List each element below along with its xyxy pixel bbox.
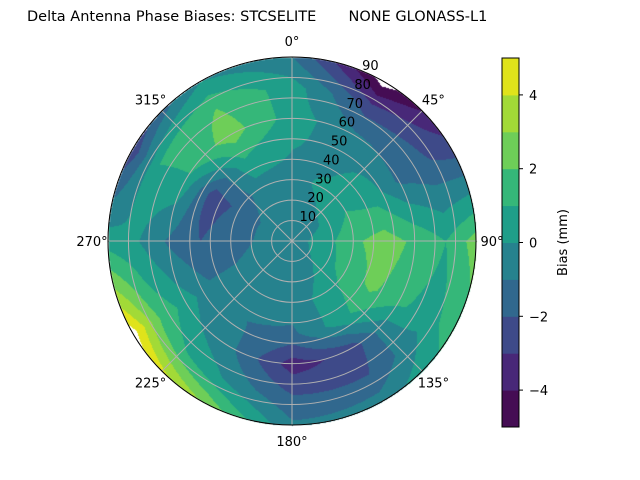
colorbar-band — [502, 242, 519, 280]
radial-tick-label: 90 — [362, 59, 379, 74]
radial-tick-label: 80 — [354, 78, 371, 93]
angular-tick-label: 315° — [135, 94, 166, 109]
colorbar-tick-label: 2 — [529, 163, 537, 178]
radial-gridline — [148, 97, 436, 385]
angular-tick-label: 225° — [135, 376, 166, 391]
radial-tick-label: 50 — [331, 135, 348, 150]
colorbar-label: Bias (mm) — [556, 209, 571, 276]
colorbar-tick-label: 0 — [529, 237, 537, 252]
angular-tick-label: 45° — [422, 94, 445, 109]
radial-gridline — [168, 117, 416, 365]
radial-gridline — [189, 138, 395, 344]
colorbar-band — [502, 168, 519, 207]
colorbar-frame — [501, 57, 520, 428]
angular-tick-label: 0° — [285, 35, 300, 50]
colorbar-tick-label: 4 — [529, 89, 537, 104]
radial-gridline — [127, 76, 457, 406]
radial-gridline — [209, 158, 375, 324]
radial-tick-label: 60 — [339, 116, 356, 131]
angular-tick-label: 270° — [76, 235, 107, 250]
colorbar-band — [502, 390, 519, 428]
angular-tick-label: 90° — [480, 235, 503, 250]
angular-gridline — [161, 240, 293, 372]
colorbar-tick-label: −2 — [529, 310, 548, 325]
colorbar-band — [502, 58, 519, 96]
angular-tick-label: 135° — [418, 376, 449, 391]
colorbar-band — [502, 205, 519, 243]
radial-gridline — [250, 199, 334, 283]
radial-tick-label: 70 — [346, 97, 363, 112]
radial-tick-label: 20 — [307, 191, 324, 206]
radial-gridline — [107, 56, 477, 426]
angular-gridline — [291, 110, 423, 242]
colorbar-band — [502, 279, 519, 317]
radial-tick-label: 30 — [315, 172, 332, 187]
colorbar-band — [502, 316, 519, 354]
radial-gridline — [230, 179, 354, 303]
radial-gridline — [271, 220, 313, 262]
radial-tick-label: 10 — [300, 210, 317, 225]
colorbar-band — [502, 94, 519, 133]
chart-title: Delta Antenna Phase Biases: STCSELITE NO… — [27, 9, 488, 25]
colorbar-band — [502, 131, 519, 170]
angular-gridline — [161, 110, 293, 242]
colorbar-tick-label: −4 — [529, 384, 548, 399]
polar-frame — [107, 56, 477, 426]
colorbar-band — [502, 353, 519, 391]
angular-gridline — [291, 240, 423, 372]
angular-tick-label: 180° — [276, 435, 307, 450]
radial-tick-label: 40 — [323, 153, 340, 168]
